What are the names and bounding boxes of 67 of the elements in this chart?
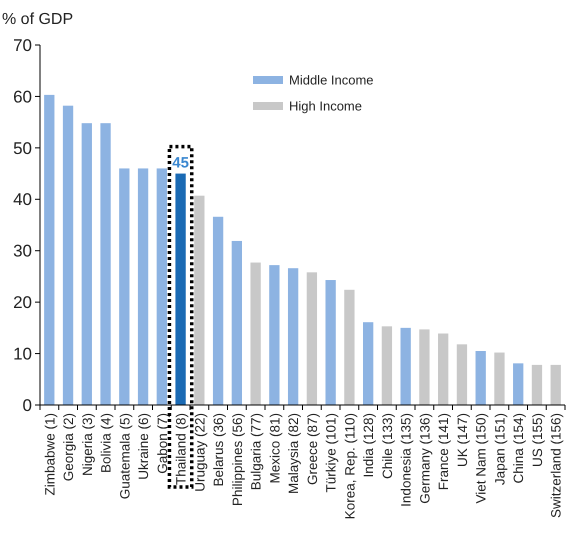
bar	[325, 280, 336, 405]
bar	[119, 168, 130, 405]
x-tick-label: Philippines (56)	[230, 413, 245, 506]
y-tick-label: 50	[13, 138, 32, 158]
bar	[44, 94, 54, 405]
bar	[212, 216, 224, 405]
y-axis-title: % of GDP	[2, 11, 74, 28]
data-label: 45	[172, 154, 189, 172]
y-tick-label: 70	[13, 36, 32, 55]
bar	[250, 262, 261, 405]
y-tick-label: 40	[13, 190, 32, 210]
legend-label: Middle Income	[289, 72, 374, 88]
bar	[550, 364, 561, 405]
bar	[175, 174, 186, 405]
bar	[82, 123, 92, 405]
x-tick-label: Korea, Rep. (110)	[342, 413, 358, 520]
bar	[513, 363, 524, 405]
bar	[382, 326, 392, 405]
bar	[419, 329, 430, 405]
x-tick-label: Greece (87)	[304, 413, 320, 486]
x-tick-label: Belarus (36)	[211, 413, 226, 487]
y-tick-label: 0	[22, 396, 32, 415]
x-tick-label: Switzerland (156)	[548, 413, 564, 518]
x-tick-label: Chile (133)	[380, 413, 395, 480]
x-tick-label: Guatemala (5)	[117, 413, 132, 500]
y-tick-label: 60	[13, 87, 32, 106]
x-tick-label: Nigeria (3)	[80, 413, 95, 476]
x-tick-label: China (154)	[511, 413, 526, 484]
bar	[62, 106, 74, 405]
bar	[269, 265, 280, 405]
y-tick-label: 20	[13, 293, 32, 312]
bar	[476, 351, 486, 405]
y-tick-label: 30	[13, 242, 32, 261]
x-tick-label: Germany (136)	[417, 413, 432, 504]
x-tick-label: Ukraine (6)	[136, 413, 152, 480]
x-tick-label: India (128)	[361, 413, 376, 478]
bar	[306, 272, 318, 405]
x-tick-label: Türkiye (101)	[324, 413, 339, 493]
bar	[438, 334, 448, 405]
bar	[400, 328, 411, 405]
x-tick-label: France (141)	[436, 413, 452, 490]
x-tick-label: Bolivia (4)	[98, 413, 114, 474]
x-tick-label: US (155)	[530, 413, 545, 468]
y-tick-label: 10	[13, 344, 32, 364]
x-tick-label: Viet Nam (150)	[474, 413, 489, 504]
x-tick-label: Thailand (8)	[174, 413, 189, 486]
bar	[532, 364, 542, 405]
x-tick-label: Georgia (2)	[61, 413, 76, 482]
x-tick-label: UK (147)	[454, 413, 470, 468]
x-tick-label: Bulgaria (77)	[248, 413, 264, 490]
legend-label: High Income	[289, 98, 362, 114]
bar	[232, 240, 242, 405]
x-tick-label: Zimbabwe (1)	[42, 413, 58, 496]
bar	[494, 352, 505, 405]
bar	[344, 290, 355, 405]
bar	[288, 268, 298, 405]
bar	[138, 168, 148, 405]
bar	[194, 196, 204, 405]
bar	[156, 168, 167, 405]
x-tick-label: Uruguay (22)	[192, 413, 208, 492]
x-tick-label: Japan (151)	[492, 413, 508, 486]
bar	[362, 322, 374, 405]
x-tick-label: Indonesia (135)	[398, 413, 414, 507]
x-tick-label: Mexico (81)	[267, 413, 282, 484]
x-tick-label: Malaysia (82)	[286, 413, 302, 494]
bar	[456, 344, 468, 405]
bar	[100, 123, 111, 405]
